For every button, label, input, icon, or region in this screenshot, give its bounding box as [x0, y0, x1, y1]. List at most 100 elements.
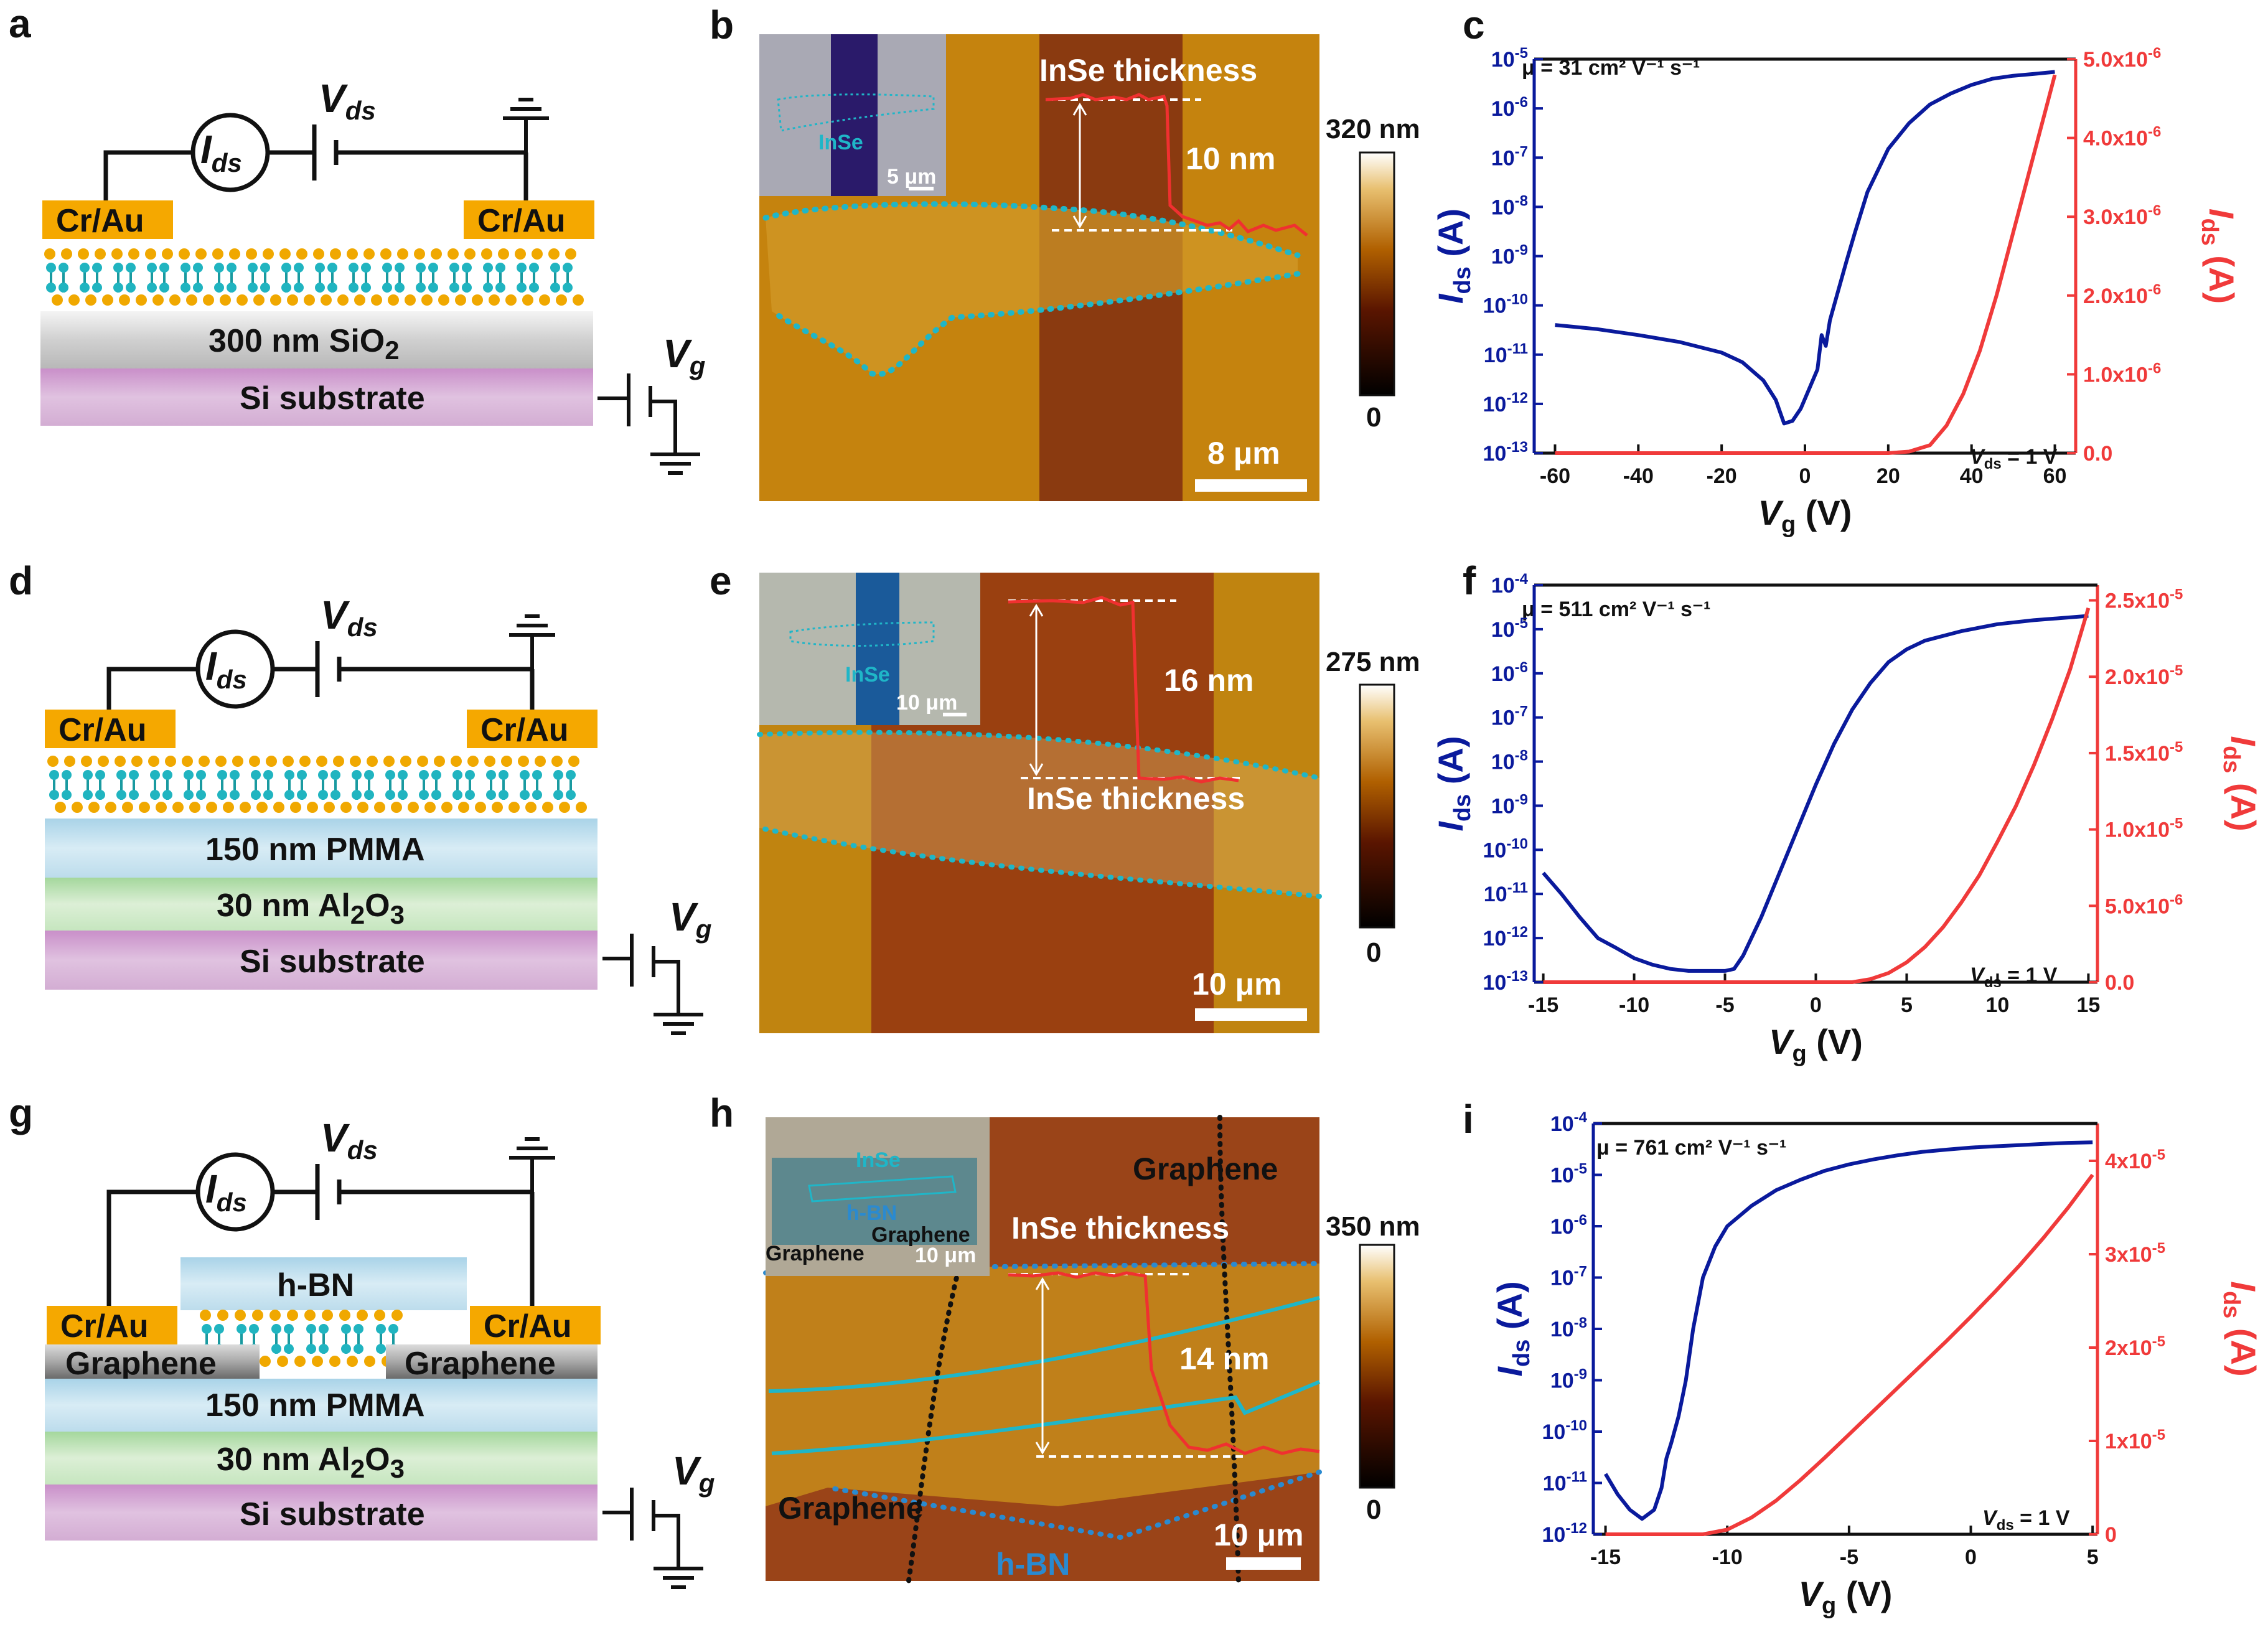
panel-label-i: i: [1463, 1097, 1474, 1142]
in-atom: [428, 263, 438, 273]
in-atom: [465, 770, 475, 780]
se-atom-bottom: [270, 294, 281, 306]
in-atom: [529, 283, 539, 293]
se-atom-bottom: [102, 294, 113, 306]
se-atom-top: [367, 756, 378, 767]
colorbar: [1359, 151, 1395, 396]
in-atom: [147, 263, 157, 273]
se-atom-bottom: [52, 294, 63, 306]
contact-left-label: Cr/Au: [59, 712, 147, 748]
layer-hbn-top: [180, 1257, 467, 1310]
in-atom: [315, 283, 325, 293]
graphene-bottom-label: Graphene: [778, 1491, 923, 1526]
inset-material-label: InSe: [818, 131, 863, 154]
se-atom-top: [565, 248, 576, 260]
inse-outline: [768, 1296, 1321, 1455]
wire-left: [103, 150, 193, 217]
scale-bar: [1195, 479, 1307, 492]
se-atom-bottom: [85, 294, 96, 306]
in-atom: [180, 283, 190, 293]
y-left-tick-label: 10-5: [1550, 1161, 1587, 1188]
ground-top-icon: [503, 98, 549, 152]
y-left-tick-label: 10-12: [1483, 390, 1528, 416]
se-atom-bottom: [105, 802, 116, 813]
battery-vds: [268, 124, 528, 217]
contact-left: [45, 710, 176, 748]
panel-d-schematic: d Ids Vds Cr/Au Cr/Au 150 nm PMMA 30 nm …: [9, 558, 711, 1035]
se-atom-bottom: [273, 802, 284, 813]
vg-label: Vg: [672, 1448, 715, 1498]
se-atom-top: [322, 1310, 333, 1321]
se-atom-top: [182, 756, 193, 767]
in-atom: [230, 790, 240, 800]
se-atom-bottom: [340, 802, 352, 813]
in-atom: [330, 770, 340, 780]
y-left-tick-label: 10-11: [1484, 340, 1528, 367]
graphene-top-label: Graphene: [1133, 1152, 1278, 1186]
se-atom-top: [316, 756, 327, 767]
y-left-tick-label: 10-13: [1483, 968, 1528, 995]
inse-lattice: [47, 756, 587, 813]
panel-a-schematic: a Ids Vds Cr/Au Cr/Au 300 nm SiO2 Si sub…: [9, 1, 705, 475]
in-atom: [462, 283, 472, 293]
in-atom: [385, 770, 395, 780]
layer-pmma: [45, 1379, 597, 1432]
in-atom: [147, 283, 157, 293]
se-atom-top: [414, 248, 425, 260]
se-atom-bottom: [203, 294, 214, 306]
in-atom: [376, 1344, 386, 1354]
y-left-tick-label: 10-13: [1483, 439, 1528, 466]
in-atom: [563, 283, 573, 293]
chart-i: i μ = 761 cm² V⁻¹ s⁻¹ Vds = 1 V -15 -10 -5…: [1463, 1097, 2263, 1619]
y-right-tick-label: 1.0x10-5: [2105, 815, 2183, 842]
y-left-tick-label: 10-4: [1550, 1109, 1588, 1136]
y-left-tick-label: 10-8: [1491, 748, 1528, 774]
hbn-outline: [763, 1261, 1322, 1541]
in-atom: [465, 790, 475, 800]
in-atom: [354, 1324, 363, 1334]
se-atom-bottom: [312, 1356, 323, 1367]
layer-sio2-label: 300 nm SiO2: [209, 323, 400, 365]
in-atom: [271, 1324, 281, 1334]
in-atom: [281, 263, 291, 273]
vds-label: Vds: [319, 76, 376, 125]
y-left-axis-label: Ids (A): [1431, 736, 1476, 831]
se-atom-top: [279, 248, 291, 260]
se-atom-top: [374, 1310, 385, 1321]
se-atom-top: [333, 756, 344, 767]
x-tick-label: -60: [1540, 464, 1570, 488]
panel-label-c: c: [1463, 2, 1485, 47]
thickness-value: 10 nm: [1186, 141, 1276, 176]
se-atom-bottom: [122, 802, 133, 813]
x-tick-label: 10: [1986, 993, 2010, 1017]
in-atom: [217, 770, 227, 780]
in-atom: [354, 1344, 363, 1354]
in-atom: [416, 283, 426, 293]
in-atom: [376, 1324, 386, 1334]
se-atom-bottom: [169, 294, 180, 306]
y-right-axis-label: Ids (A): [2218, 736, 2263, 831]
y-right-tick-label: 3x10-5: [2105, 1240, 2165, 1267]
se-atom-top: [179, 248, 190, 260]
inset-inse-outline: [808, 1175, 957, 1203]
se-atom-top: [263, 248, 274, 260]
in-atom: [159, 283, 169, 293]
in-atom: [251, 790, 261, 800]
panel-b-afm: b InSe 5 μm InSe thickness 10 nm 8 μm 32…: [710, 2, 1420, 501]
se-atom-top: [61, 248, 72, 260]
colorbar-min: 0: [1366, 1494, 1381, 1525]
inse-lattice: [44, 248, 584, 306]
se-atom-top: [330, 248, 341, 260]
in-atom: [150, 790, 160, 800]
se-atom-top: [212, 248, 223, 260]
se-atom-bottom: [152, 294, 164, 306]
afm-flake-region: [766, 204, 1298, 375]
se-atom-bottom: [475, 802, 486, 813]
se-atom-bottom: [68, 294, 80, 306]
se-atom-bottom: [324, 802, 335, 813]
in-atom: [80, 263, 90, 273]
in-atom: [294, 263, 304, 273]
se-atom-top: [232, 756, 243, 767]
y-right-axis-label: Ids (A): [2218, 1281, 2263, 1376]
se-atom-bottom: [405, 294, 416, 306]
